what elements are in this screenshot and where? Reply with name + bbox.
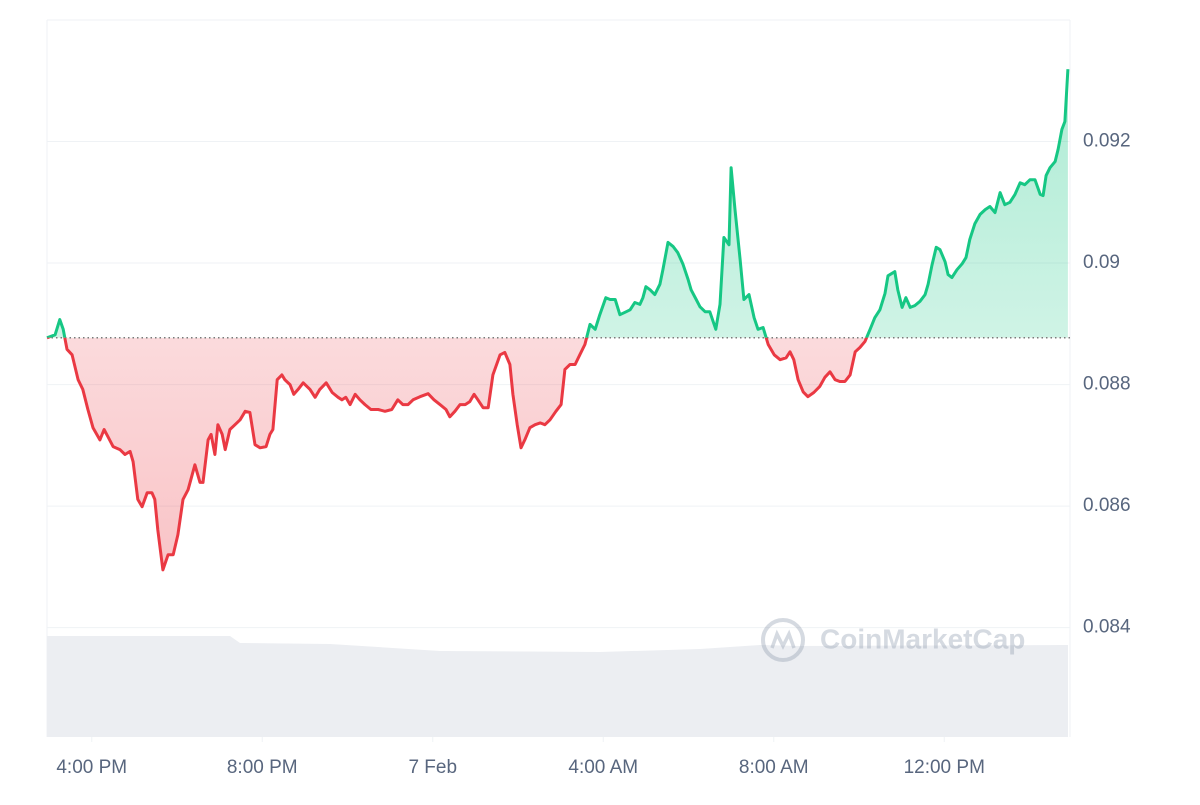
volume-area xyxy=(47,636,1068,737)
y-tick-label: 0.088 xyxy=(1083,374,1131,395)
x-tick-label: 4:00 AM xyxy=(568,757,638,778)
x-tick-label: 12:00 PM xyxy=(904,757,985,778)
price-line-up xyxy=(46,69,1070,338)
y-tick-label: 0.09 xyxy=(1083,252,1120,273)
x-tick-label: 8:00 AM xyxy=(739,757,809,778)
y-tick-label: 0.092 xyxy=(1083,131,1131,152)
area-down xyxy=(47,337,1068,570)
y-tick-label: 0.084 xyxy=(1083,617,1131,638)
watermark-text: CoinMarketCap xyxy=(820,623,1025,654)
grid xyxy=(47,141,1070,629)
area-up xyxy=(47,69,1068,338)
watermark-logo xyxy=(770,629,796,650)
x-tick-label: 7 Feb xyxy=(408,757,457,778)
plot xyxy=(46,69,1070,572)
price-line-down xyxy=(46,337,869,572)
watermark-logo xyxy=(761,618,805,662)
x-tick-label: 4:00 PM xyxy=(56,757,127,778)
x-tick-label: 8:00 PM xyxy=(227,757,298,778)
y-tick-label: 0.086 xyxy=(1083,495,1131,516)
watermark: CoinMarketCap xyxy=(761,618,1025,662)
